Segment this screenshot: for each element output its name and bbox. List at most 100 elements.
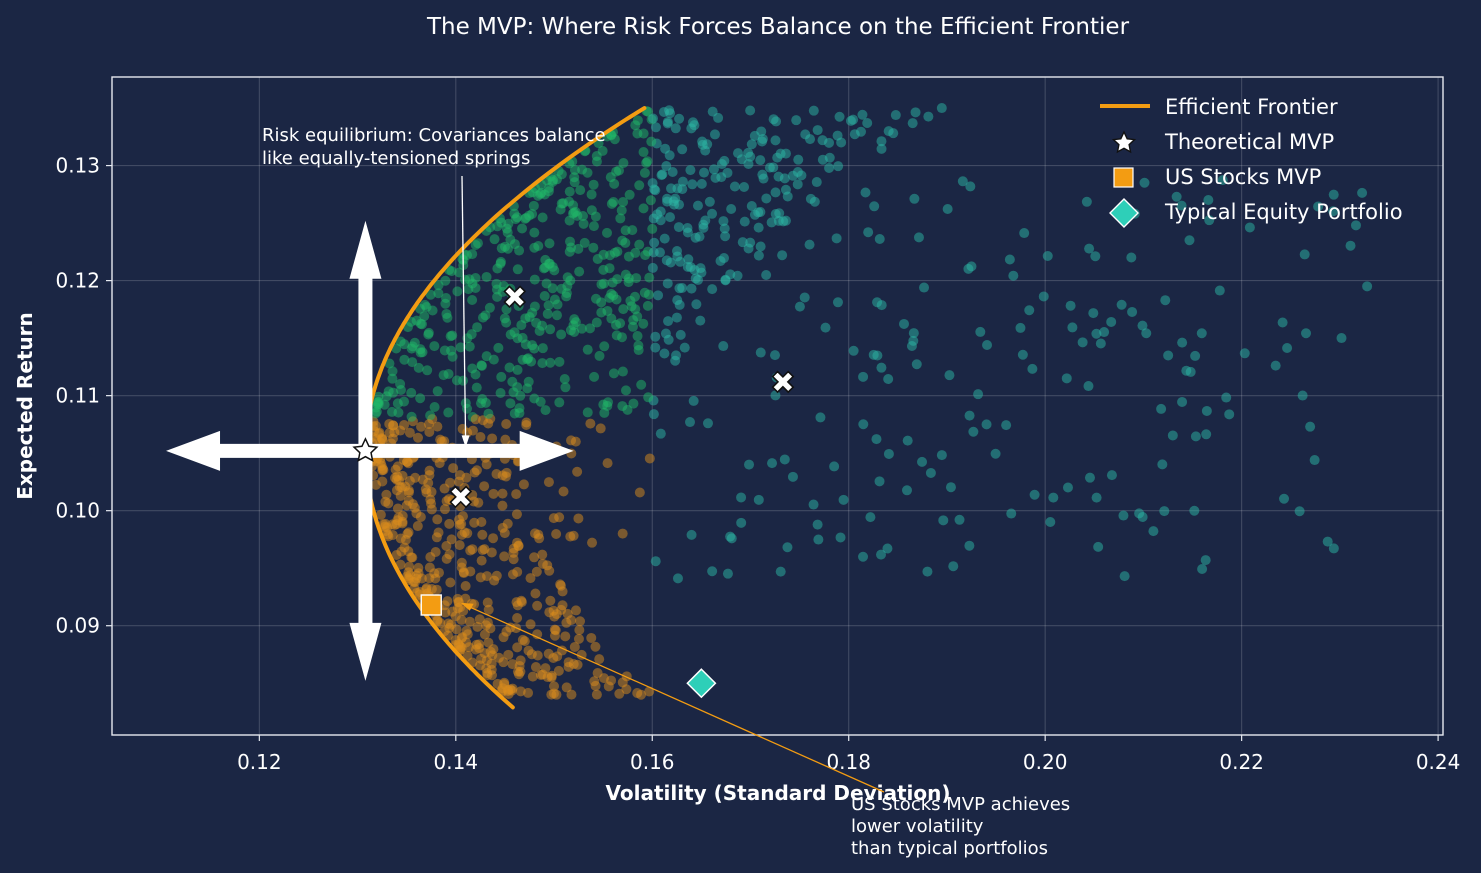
- legend-square-icon: [1113, 167, 1134, 188]
- portfolio-point: [373, 399, 384, 410]
- portfolio-point: [440, 607, 451, 618]
- portfolio-point: [444, 518, 455, 529]
- portfolio-point: [755, 155, 766, 166]
- portfolio-point: [496, 371, 507, 382]
- portfolio-point: [458, 375, 469, 386]
- portfolio-point: [925, 467, 936, 478]
- portfolio-point: [813, 534, 824, 545]
- portfolio-point: [1181, 365, 1192, 376]
- portfolio-point: [576, 323, 587, 334]
- portfolio-point: [489, 234, 500, 245]
- portfolio-point: [597, 145, 608, 156]
- portfolio-point: [509, 327, 520, 338]
- portfolio-point: [563, 661, 574, 672]
- portfolio-point: [909, 193, 920, 204]
- portfolio-point: [390, 464, 401, 475]
- portfolio-point: [618, 157, 629, 168]
- portfolio-point: [858, 419, 869, 430]
- portfolio-point: [902, 435, 913, 446]
- arrow-up-icon: [349, 220, 382, 451]
- portfolio-point: [527, 671, 538, 682]
- portfolio-point: [923, 111, 934, 122]
- portfolio-point: [493, 652, 504, 663]
- portfolio-point: [708, 164, 719, 175]
- portfolio-point: [672, 295, 683, 306]
- portfolio-point: [470, 414, 481, 425]
- portfolio-point: [620, 225, 631, 236]
- portfolio-point: [397, 470, 408, 481]
- portfolio-point: [411, 508, 422, 519]
- portfolio-point: [505, 398, 516, 409]
- portfolio-point: [432, 614, 443, 625]
- portfolio-point: [512, 264, 523, 275]
- portfolio-point: [433, 288, 444, 299]
- portfolio-point: [503, 684, 514, 695]
- portfolio-point: [824, 152, 835, 163]
- portfolio-point: [588, 242, 599, 253]
- portfolio-point: [1200, 555, 1211, 566]
- portfolio-point: [585, 418, 596, 429]
- portfolio-point: [591, 317, 602, 328]
- portfolio-point: [582, 407, 593, 418]
- portfolio-point: [497, 488, 508, 499]
- portfolio-point: [474, 614, 485, 625]
- portfolio-point: [1279, 493, 1290, 504]
- portfolio-point: [686, 123, 697, 134]
- portfolio-point: [575, 185, 586, 196]
- portfolio-point: [938, 515, 949, 526]
- portfolio-point: [948, 561, 959, 572]
- portfolio-point: [663, 316, 674, 327]
- portfolio-point: [688, 395, 699, 406]
- portfolio-point: [660, 143, 671, 154]
- portfolio-point: [729, 181, 740, 192]
- portfolio-point: [566, 689, 577, 700]
- portfolio-point: [617, 401, 628, 412]
- portfolio-point: [659, 233, 670, 244]
- portfolio-point: [406, 411, 417, 422]
- portfolio-point: [643, 392, 654, 403]
- portfolio-point: [560, 631, 571, 642]
- portfolio-point: [913, 232, 924, 243]
- portfolio-point: [871, 434, 882, 445]
- portfolio-point: [860, 187, 871, 198]
- portfolio-point: [1177, 396, 1188, 407]
- portfolio-point: [660, 328, 671, 339]
- portfolio-point: [638, 318, 649, 329]
- portfolio-point: [687, 179, 698, 190]
- portfolio-point: [529, 242, 540, 253]
- portfolio-point: [514, 403, 525, 414]
- portfolio-point: [865, 512, 876, 523]
- portfolio-point: [475, 432, 486, 443]
- portfolio-point: [618, 196, 629, 207]
- portfolio-point: [824, 162, 835, 173]
- portfolio-point: [472, 621, 483, 632]
- portfolio-point: [470, 369, 481, 380]
- portfolio-point: [537, 558, 548, 569]
- portfolio-point: [720, 231, 731, 242]
- portfolio-point: [792, 179, 803, 190]
- legend: Efficient Frontier Theoretical MVP US St…: [1100, 95, 1403, 228]
- portfolio-point: [477, 529, 488, 540]
- portfolio-point: [686, 529, 697, 540]
- portfolio-point: [476, 516, 487, 527]
- portfolio-point: [612, 246, 623, 257]
- portfolio-point: [407, 357, 418, 368]
- portfolio-point: [805, 134, 816, 145]
- portfolio-point: [592, 668, 603, 679]
- portfolio-point: [447, 351, 458, 362]
- portfolio-point: [484, 302, 495, 313]
- portfolio-point: [424, 427, 435, 438]
- portfolio-point: [744, 459, 755, 470]
- legend-star-icon: [1111, 130, 1137, 154]
- portfolio-point: [596, 307, 607, 318]
- portfolio-point: [391, 550, 402, 561]
- portfolio-point: [453, 597, 464, 608]
- portfolio-point: [1301, 328, 1312, 339]
- portfolio-point: [523, 687, 534, 698]
- portfolio-point: [609, 178, 620, 189]
- portfolio-point: [540, 405, 551, 416]
- portfolio-point: [982, 339, 993, 350]
- portfolio-point: [808, 105, 819, 116]
- portfolio-point: [475, 398, 486, 409]
- portfolio-point: [537, 343, 548, 354]
